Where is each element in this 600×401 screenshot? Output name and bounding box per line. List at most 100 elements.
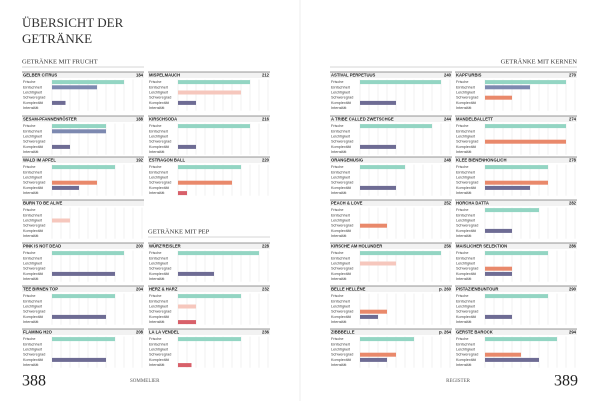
bar [360,144,396,149]
bar [485,95,512,100]
attribute-label: Leichtigkeit [456,305,476,309]
card-header [455,243,577,249]
bar [485,352,521,357]
attribute-label: Intensität [149,277,165,281]
attribute-label: Intensität [331,277,347,281]
attribute-label: Schweregrad [23,224,45,228]
attribute-label: Leichtigkeit [456,348,476,352]
bar [485,337,557,342]
bar [485,80,566,85]
attribute-label: Frische [456,80,468,84]
bar [178,165,241,170]
bar [52,144,70,149]
card-header [330,286,452,292]
card-name: BELLE HELLÈNE [331,286,366,291]
card-header [22,329,144,335]
attribute-label: Einfachheit [456,85,476,89]
attribute-label: Komplexität [23,186,44,190]
bar [52,80,124,85]
card-page: p. 260 [439,286,452,291]
bar [485,208,539,213]
attribute-label: Frische [149,124,161,128]
attribute-label: Einfachheit [456,299,476,303]
attribute-label: Schweregrad [23,181,45,185]
attribute-label: Frische [149,337,161,341]
card-header [330,157,452,163]
attribute-label: Frische [331,208,343,212]
attribute-label: Einfachheit [331,85,351,89]
attribute-label: Intensität [149,363,165,367]
card-name: ESTRAGON BALL [149,157,186,162]
bar [485,139,566,144]
attribute-label: Leichtigkeit [23,135,43,139]
attribute-label: Schweregrad [149,140,171,144]
card-header [148,157,270,163]
attribute-label: Frische [456,294,468,298]
card-page: 294 [569,329,577,334]
card-page: 212 [262,72,270,77]
attribute-label: Schweregrad [456,267,478,271]
attribute-label: Einfachheit [23,170,43,174]
bar [52,185,79,190]
attribute-label: Frische [149,251,161,255]
card-page: 200 [136,243,144,248]
attribute-label: Komplexität [456,145,477,149]
attribute-label: Frische [23,337,35,341]
bar [178,320,196,325]
attribute-label: Intensität [23,234,39,238]
attribute-label: Intensität [23,106,39,110]
attribute-label: Intensität [456,106,472,110]
bar [485,251,548,256]
attribute-label: Einfachheit [331,170,351,174]
attribute-label: Frische [23,294,35,298]
bar [178,304,196,309]
attribute-label: Leichtigkeit [23,91,43,95]
attribute-label: Leichtigkeit [149,135,169,139]
bar [52,271,115,276]
attribute-label: Einfachheit [331,256,351,260]
title: GETRÄNKE [22,31,92,46]
attribute-label: Komplexität [23,272,44,276]
attribute-label: Einfachheit [149,299,169,303]
attribute-label: Einfachheit [331,129,351,133]
attribute-label: Komplexität [331,186,352,190]
card-page: 256 [444,243,452,248]
card-page: 228 [262,243,270,248]
attribute-label: Einfachheit [23,256,43,260]
attribute-label: Frische [331,165,343,169]
footer-label: REGISTER [446,379,471,384]
bar [52,218,70,223]
card-header [455,72,577,78]
card-header [330,243,452,249]
attribute-label: Schweregrad [149,267,171,271]
card-header [22,243,144,249]
attribute-label: Schweregrad [456,310,478,314]
attribute-label: Frische [331,124,343,128]
bar [178,191,187,196]
attribute-label: Intensität [456,363,472,367]
attribute-label: Einfachheit [23,342,43,346]
bar [485,185,530,190]
attribute-label: Schweregrad [331,96,353,100]
card-name: PISTAZIENBUNTOUR [456,286,498,291]
bar [178,294,241,299]
card-header [22,286,144,292]
attribute-label: Leichtigkeit [331,305,351,309]
attribute-label: Schweregrad [149,181,171,185]
card-name: ORANGEMUSIG [331,157,363,162]
card-name: FLAMING H2O [23,329,53,334]
attribute-label: Komplexität [23,315,44,319]
attribute-label: Einfachheit [331,342,351,346]
bar [360,251,441,256]
attribute-label: Leichtigkeit [149,176,169,180]
bar [178,124,250,129]
attribute-label: Einfachheit [456,129,476,133]
attribute-label: Leichtigkeit [149,305,169,309]
card-name: WÜRZ'REISLER [149,243,181,248]
attribute-label: Leichtigkeit [149,348,169,352]
bar [52,357,106,362]
card-name: PEACH & LOVE [331,200,363,205]
card-header [148,116,270,122]
attribute-label: Intensität [456,320,472,324]
